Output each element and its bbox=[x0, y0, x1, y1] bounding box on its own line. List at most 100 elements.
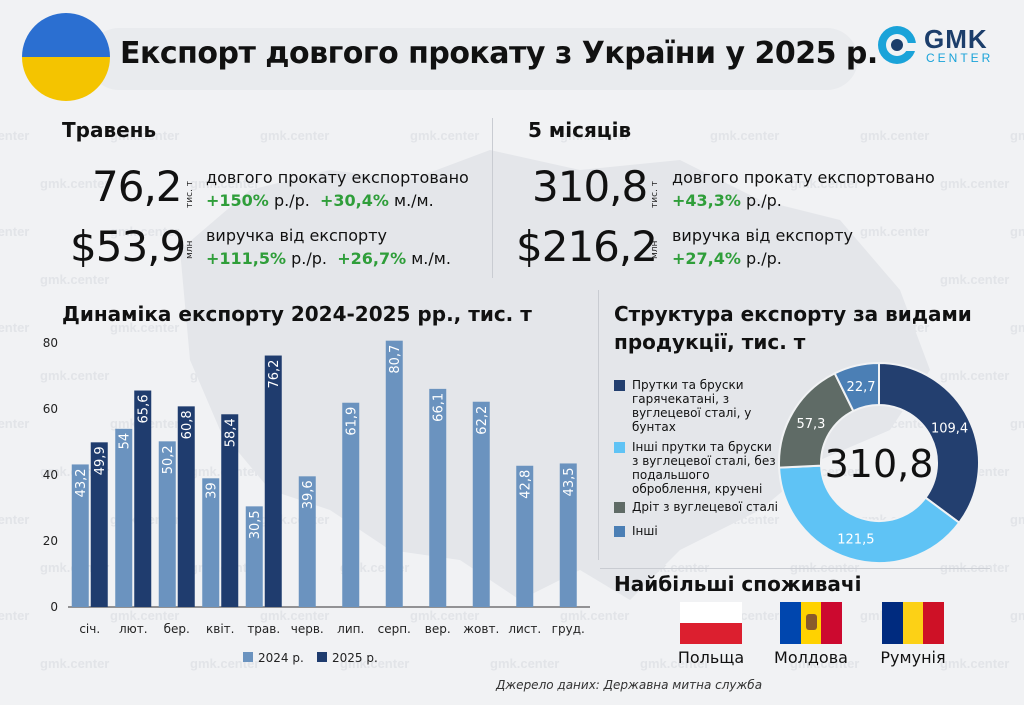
bar-chart: 0 20 40 60 80 43,2 49,9 січ. 54 65,6 лют. 50,2 60,8 б… bbox=[43, 336, 590, 665]
bar-value-label: 42,8 bbox=[519, 470, 534, 499]
watermark-text: gmk.center bbox=[0, 128, 30, 143]
watermark-text: gmk.center bbox=[40, 368, 110, 383]
donut-slice bbox=[878, 361, 980, 525]
donut-chart: 109,4 121,5 57,3 22,7 310,8 bbox=[778, 361, 980, 564]
watermark-text: gmk.center bbox=[940, 560, 1010, 575]
y-tick-label: 60 bbox=[43, 402, 58, 416]
bar-2024 bbox=[559, 463, 577, 607]
watermark-text: gmk.center bbox=[410, 128, 480, 143]
bar-2024 bbox=[472, 401, 490, 607]
bar-2025 bbox=[264, 355, 282, 607]
bar-value-label: 58,4 bbox=[224, 418, 239, 447]
watermark-text: gmk.center bbox=[410, 608, 480, 623]
watermark-text: gmk.center bbox=[110, 608, 180, 623]
five-months-revenue-yoy-suffix: р./р. bbox=[746, 249, 782, 268]
watermark-text: gmk.center bbox=[110, 320, 180, 335]
watermark-text: gmk.center bbox=[0, 512, 30, 527]
may-revenue-mom-suffix: м./м. bbox=[411, 249, 451, 268]
logo-text-main: GMK bbox=[924, 24, 988, 54]
watermark-text: gmk.center bbox=[0, 608, 30, 623]
watermark-text: gmk.center bbox=[1010, 512, 1024, 527]
donut-center-value: 310,8 bbox=[825, 442, 934, 486]
legend-label: Дріт з вуглецевої сталі bbox=[632, 500, 778, 514]
bar-value-label: 50,2 bbox=[161, 445, 176, 474]
watermark-text: gmk.center bbox=[790, 176, 860, 191]
section-divider bbox=[492, 118, 493, 278]
donut-chart-title: Структура експорту за видами продукції, … bbox=[614, 302, 972, 354]
watermark-text: gmk.center bbox=[1010, 416, 1024, 431]
y-tick-label: 80 bbox=[43, 336, 58, 350]
may-volume-yoy-suffix: р./р. bbox=[273, 191, 310, 210]
watermark-text: gmk.center bbox=[0, 416, 30, 431]
country-label-romania: Румунія bbox=[880, 648, 946, 667]
five-months-volume-changes: +43,3% р./р. bbox=[672, 191, 782, 210]
donut-slice-label: 109,4 bbox=[931, 422, 968, 437]
legend-swatch bbox=[614, 442, 625, 453]
may-revenue-yoy: +111,5% bbox=[206, 249, 287, 268]
legend-swatch bbox=[243, 652, 253, 662]
bar-2024 bbox=[342, 402, 360, 607]
five-months-volume-yoy-suffix: р./р. bbox=[746, 191, 782, 210]
watermark-text: gmk.center bbox=[560, 128, 630, 143]
romania-flag-icon bbox=[882, 602, 944, 644]
bar-value-label: 61,9 bbox=[345, 407, 360, 436]
watermark-text: gmk.center bbox=[560, 608, 630, 623]
watermark-text: gmk.center bbox=[0, 320, 30, 335]
bar-value-label: 39 bbox=[205, 482, 220, 499]
bar-value-label: 80,7 bbox=[388, 345, 403, 374]
ukraine-map-silhouette bbox=[180, 150, 930, 600]
bar-value-label: 39,6 bbox=[301, 480, 316, 509]
may-volume-mom-suffix: м./м. bbox=[394, 191, 434, 210]
chart-divider bbox=[598, 290, 599, 560]
watermark-text: gmk.center bbox=[110, 224, 180, 239]
watermark-text: gmk.center bbox=[260, 128, 330, 143]
watermark-text: gmk.center bbox=[490, 656, 560, 671]
five-months-volume-yoy: +43,3% bbox=[672, 191, 741, 210]
y-tick-label: 0 bbox=[50, 600, 58, 614]
legend-swatch bbox=[614, 526, 625, 537]
bar-value-label: 60,8 bbox=[180, 410, 195, 439]
bar-value-label: 66,1 bbox=[432, 393, 447, 422]
five-months-revenue-changes: +27,4% р./р. bbox=[672, 249, 782, 268]
x-category-label: груд. bbox=[552, 622, 585, 636]
watermark-text: gmk.center bbox=[860, 224, 930, 239]
may-volume-unit: тис. т bbox=[185, 180, 195, 208]
donut-slice-label: 57,3 bbox=[796, 417, 825, 432]
donut-slice bbox=[778, 464, 961, 564]
watermark-text: gmk.center bbox=[110, 128, 180, 143]
may-volume-changes: +150% р./р. +30,4% м./м. bbox=[206, 191, 434, 210]
legend-label: Інші прутки та бруски з вуглецевої сталі… bbox=[632, 440, 776, 496]
five-months-section-title: 5 місяців bbox=[528, 118, 632, 142]
may-volume-mom: +30,4% bbox=[319, 191, 389, 210]
legend-swatch bbox=[317, 652, 327, 662]
watermark-text: gmk.center bbox=[940, 656, 1010, 671]
header-bar bbox=[88, 28, 858, 90]
may-section-title: Травень bbox=[62, 118, 157, 142]
five-months-volume-unit: тис. т bbox=[650, 180, 660, 208]
ukraine-flag-icon bbox=[22, 13, 110, 101]
gmk-logo-icon bbox=[878, 26, 917, 64]
bar-2024 bbox=[71, 464, 89, 607]
bar-chart-title: Динаміка експорту 2024-2025 рр., тис. т bbox=[62, 302, 532, 326]
bar-value-label: 65,6 bbox=[137, 395, 152, 424]
x-category-label: серп. bbox=[378, 622, 411, 636]
bar-value-label: 54 bbox=[118, 433, 133, 450]
legend-label: Прутки та бруски гарячекатані, з вуглеце… bbox=[632, 378, 752, 434]
bar-2024 bbox=[245, 506, 263, 607]
watermark-text: gmk.center bbox=[710, 128, 780, 143]
data-source: Джерело даних: Державна митна служба bbox=[496, 678, 763, 692]
may-revenue-value: $53,9 bbox=[70, 222, 186, 271]
bar-value-label: 30,5 bbox=[248, 510, 263, 539]
watermark-text: gmk.center bbox=[40, 656, 110, 671]
y-tick-label: 20 bbox=[43, 534, 58, 548]
five-months-volume-value: 310,8 bbox=[532, 162, 648, 211]
x-category-label: лист. bbox=[508, 622, 541, 636]
bar-2024 bbox=[385, 340, 403, 607]
bar-2025 bbox=[177, 406, 195, 607]
legend-label: 2024 р. bbox=[258, 651, 304, 665]
watermark-text: gmk.center bbox=[1010, 320, 1024, 335]
bar-value-label: 43,2 bbox=[74, 468, 89, 497]
watermark-text: gmk.center bbox=[940, 272, 1010, 287]
bar-value-label: 49,9 bbox=[93, 446, 108, 475]
